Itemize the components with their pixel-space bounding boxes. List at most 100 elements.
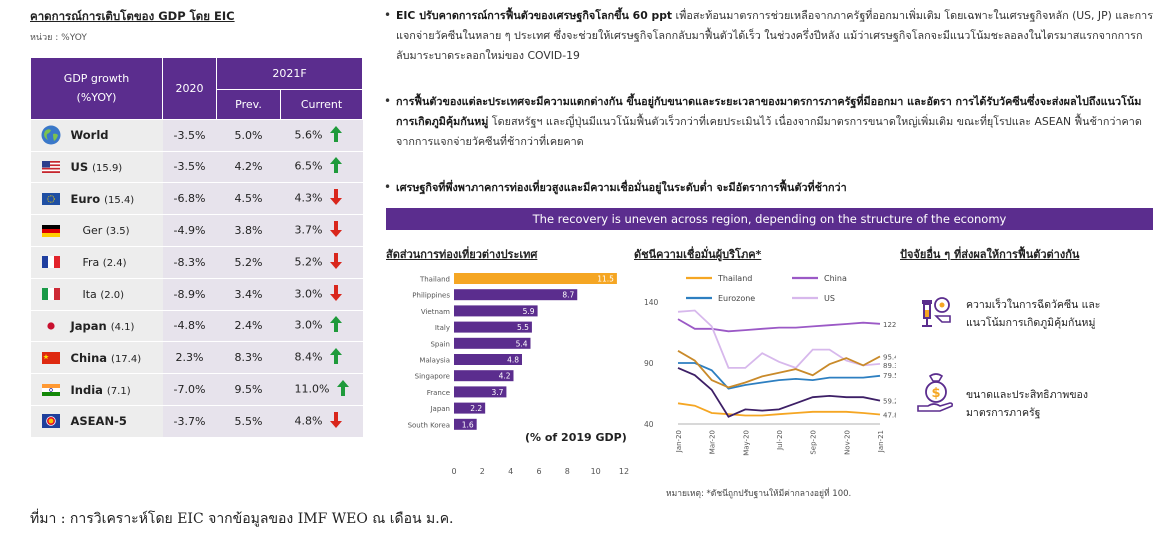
value-2021-current: 4.8% xyxy=(294,414,323,428)
legend-label: Eurozone xyxy=(718,294,755,303)
value-2020: -3.5% xyxy=(162,151,217,184)
country-weight: (15.9) xyxy=(92,162,123,174)
table-row: China (17.4) 2.3% 8.3% 8.4% xyxy=(30,341,363,375)
country-name: Fra (2.4) xyxy=(71,256,127,269)
value-2021-current-cell: 5.2% xyxy=(280,246,363,279)
bar-value-label: 1.6 xyxy=(462,420,474,429)
value-2020: -6.8% xyxy=(162,182,217,216)
country-weight: (15.4) xyxy=(104,194,135,206)
value-2021-current-cell: 3.0% xyxy=(280,310,363,343)
series-end-label: 59.2 xyxy=(883,398,896,406)
bar-value-label: 4.8 xyxy=(507,356,519,365)
x-tick-label: 0 xyxy=(451,467,456,476)
value-2020: -7.0% xyxy=(162,373,217,406)
value-2021-current-cell: 11.0% xyxy=(280,373,363,406)
table-row: Ita (2.0) -8.9% 3.4% 3.0% xyxy=(30,278,363,311)
country-name-text: World xyxy=(70,128,109,143)
country-weight: (3.5) xyxy=(105,226,130,238)
bullet-1-text: เพื่อสะท้อนมาตรการช่วยเหลือจากภาครัฐที่อ… xyxy=(396,9,1154,62)
series-end-label: 89.3 xyxy=(883,362,896,370)
arrow-up-icon xyxy=(337,380,350,399)
japan-flag-icon xyxy=(31,319,71,332)
money-hand-icon: $ xyxy=(916,372,956,414)
series-end-label: 122.1 xyxy=(883,321,896,329)
bullet-dot: • xyxy=(384,180,392,194)
bar-category-label: France xyxy=(427,389,450,397)
bullet-1: • EIC ปรับคาดการณ์การฟื้นตัวของเศรษฐกิจโ… xyxy=(384,6,1154,65)
bullet-2-text: โดยสหรัฐฯ และญี่ปุ่นมีแนวโน้มฟื้นตัวเร็ว… xyxy=(396,114,1142,148)
bullet-2: • การฟื้นตัวของแต่ละประเทศจะมีความแตกต่า… xyxy=(384,92,1154,151)
header-prev: Prev. xyxy=(216,88,281,120)
bar-value-label: 4.2 xyxy=(499,372,511,381)
series-line xyxy=(677,402,881,417)
value-2021-prev: 9.5% xyxy=(216,373,281,406)
series-line xyxy=(678,362,881,390)
country-cell: Fra (2.4) xyxy=(30,246,163,279)
value-2021-current-cell: 3.7% xyxy=(280,214,363,247)
country-cell: India (7.1) xyxy=(30,373,163,406)
value-2021-current: 8.4% xyxy=(294,350,323,364)
value-2021-prev: 5.5% xyxy=(216,405,281,438)
y-tick-label: 40 xyxy=(644,420,654,429)
value-2021-current-cell: 3.0% xyxy=(280,278,363,311)
bar-value-label: 5.4 xyxy=(516,339,528,348)
value-2021-current: 4.3% xyxy=(294,191,323,205)
header-gdp-growth: GDP growth (%YOY) xyxy=(30,57,163,120)
table-row: World -3.5% 5.0% 5.6% xyxy=(30,119,363,152)
value-2020: -3.7% xyxy=(162,405,217,438)
asean-flag-icon xyxy=(31,414,71,429)
bar-category-label: Thailand xyxy=(419,276,450,284)
factors-title: ปัจจัยอื่น ๆ ที่ส่งผลให้การฟื้นตัวต่างกั… xyxy=(900,248,1080,261)
value-2021-current: 11.0% xyxy=(294,382,330,396)
gdp-table-body: World -3.5% 5.0% 5.6% US (15.9) -3.5% 4.2% 6.5… xyxy=(30,119,363,438)
bullet-dot: • xyxy=(384,8,392,22)
bar-value-label: 5.9 xyxy=(523,307,535,316)
confidence-chart-title: ดัชนีความเชื่อมั่นผู้บริโภค* xyxy=(634,248,762,261)
value-2021-prev: 3.4% xyxy=(216,278,281,311)
value-2021-current: 3.0% xyxy=(294,318,323,332)
header-2021f: 2021F xyxy=(215,57,364,90)
series-end-label: 79.5 xyxy=(883,372,896,380)
country-name-text: China xyxy=(70,350,108,365)
value-2021-current-cell: 4.8% xyxy=(280,405,363,438)
bullet-2-bold: การฟื้นตัวของแต่ละประเทศจะมีความแตกต่างก… xyxy=(396,95,1142,128)
country-name: Ger (3.5) xyxy=(71,224,130,237)
value-2021-prev: 4.5% xyxy=(216,182,281,216)
country-cell: Japan (4.1) xyxy=(30,310,163,343)
legend-label: Thailand xyxy=(717,274,752,283)
bullet-3-bold: เศรษฐกิจที่พึ่งพาภาคการท่องเที่ยวสูงและม… xyxy=(396,181,847,194)
factor-1-line2: แนวโน้มการเกิดภูมิคุ้มกันหมู่ xyxy=(966,317,1096,329)
bar-value-label: 3.7 xyxy=(491,388,503,397)
factor-2-line1: ขนาดและประสิทธิภาพของ xyxy=(966,389,1088,401)
bar-category-label: Japan xyxy=(429,405,450,413)
value-2021-current: 3.0% xyxy=(294,287,323,301)
country-cell: China (17.4) xyxy=(30,341,163,375)
x-tick-label: Jul-20 xyxy=(776,430,784,451)
value-2020: -8.9% xyxy=(162,278,217,311)
series-line xyxy=(677,309,881,369)
factor-1-line1: ความเร็วในการฉีดวัคซีน และ xyxy=(966,299,1101,311)
country-name: Japan (4.1) xyxy=(71,319,135,333)
country-name: ASEAN-5 xyxy=(71,414,127,428)
value-2021-current-cell: 5.6% xyxy=(280,119,363,152)
eu-flag-icon xyxy=(31,192,71,205)
bar-value-label: 2.2 xyxy=(470,404,482,413)
value-2021-prev: 2.4% xyxy=(216,310,281,343)
header-2020: 2020 xyxy=(162,57,217,120)
arrow-down-icon xyxy=(330,189,343,208)
table-row: Japan (4.1) -4.8% 2.4% 3.0% xyxy=(30,310,363,343)
table-row: Euro (15.4) -6.8% 4.5% 4.3% xyxy=(30,182,363,216)
country-name-text: Euro xyxy=(70,191,101,206)
header-gdp-growth-line2: (%YOY) xyxy=(76,91,117,105)
bar xyxy=(454,321,532,333)
arrow-down-icon xyxy=(330,284,343,304)
arrow-up-icon xyxy=(330,348,343,367)
value-2021-prev: 8.3% xyxy=(216,341,281,375)
country-name: Ita (2.0) xyxy=(71,288,125,301)
country-name-text: Japan xyxy=(70,318,107,333)
country-cell: US (15.9) xyxy=(30,151,163,184)
svg-text:$: $ xyxy=(931,386,940,401)
tourism-chart-title: สัดส่วนการท่องเที่ยวต่างประเทศ xyxy=(386,248,538,261)
series-line xyxy=(677,367,881,418)
country-weight: (2.0) xyxy=(100,289,125,301)
